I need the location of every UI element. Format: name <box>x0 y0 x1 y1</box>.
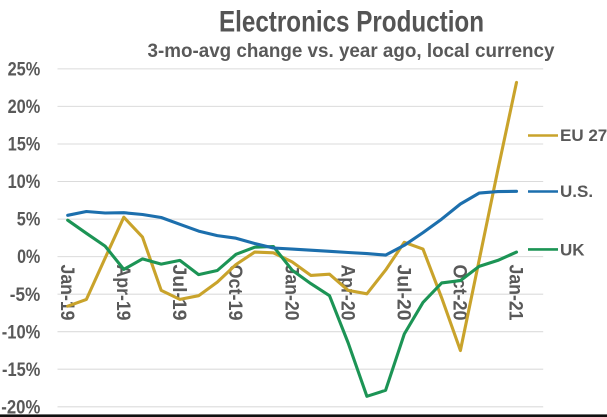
svg-text:Apr-19: Apr-19 <box>112 265 133 321</box>
svg-text:EU 27: EU 27 <box>560 126 607 145</box>
svg-text:Oct-19: Oct-19 <box>224 265 245 321</box>
svg-text:Apr-20: Apr-20 <box>336 265 357 321</box>
svg-text:U.S.: U.S. <box>560 182 593 201</box>
svg-text:Jan-21: Jan-21 <box>505 265 526 321</box>
svg-text:15%: 15% <box>8 135 41 156</box>
svg-text:-20%: -20% <box>1 397 40 417</box>
svg-text:Jul-20: Jul-20 <box>393 265 414 321</box>
svg-text:Jan-19: Jan-19 <box>56 265 77 321</box>
svg-text:-5%: -5% <box>10 285 41 306</box>
svg-text:20%: 20% <box>8 97 41 118</box>
svg-text:-10%: -10% <box>2 322 41 343</box>
svg-text:25%: 25% <box>8 60 41 81</box>
svg-text:Jan-20: Jan-20 <box>280 265 301 321</box>
svg-text:Jul-19: Jul-19 <box>168 265 189 321</box>
svg-text:-15%: -15% <box>2 360 40 381</box>
svg-text:5%: 5% <box>17 210 41 231</box>
svg-text:Oct-20: Oct-20 <box>449 265 470 321</box>
svg-text:UK: UK <box>560 240 585 259</box>
svg-text:Electronics Production: Electronics Production <box>219 6 484 39</box>
svg-text:0%: 0% <box>17 247 40 268</box>
svg-text:10%: 10% <box>8 172 41 193</box>
svg-text:3-mo-avg change vs. year ago,: 3-mo-avg change vs. year ago, local curr… <box>148 40 555 62</box>
